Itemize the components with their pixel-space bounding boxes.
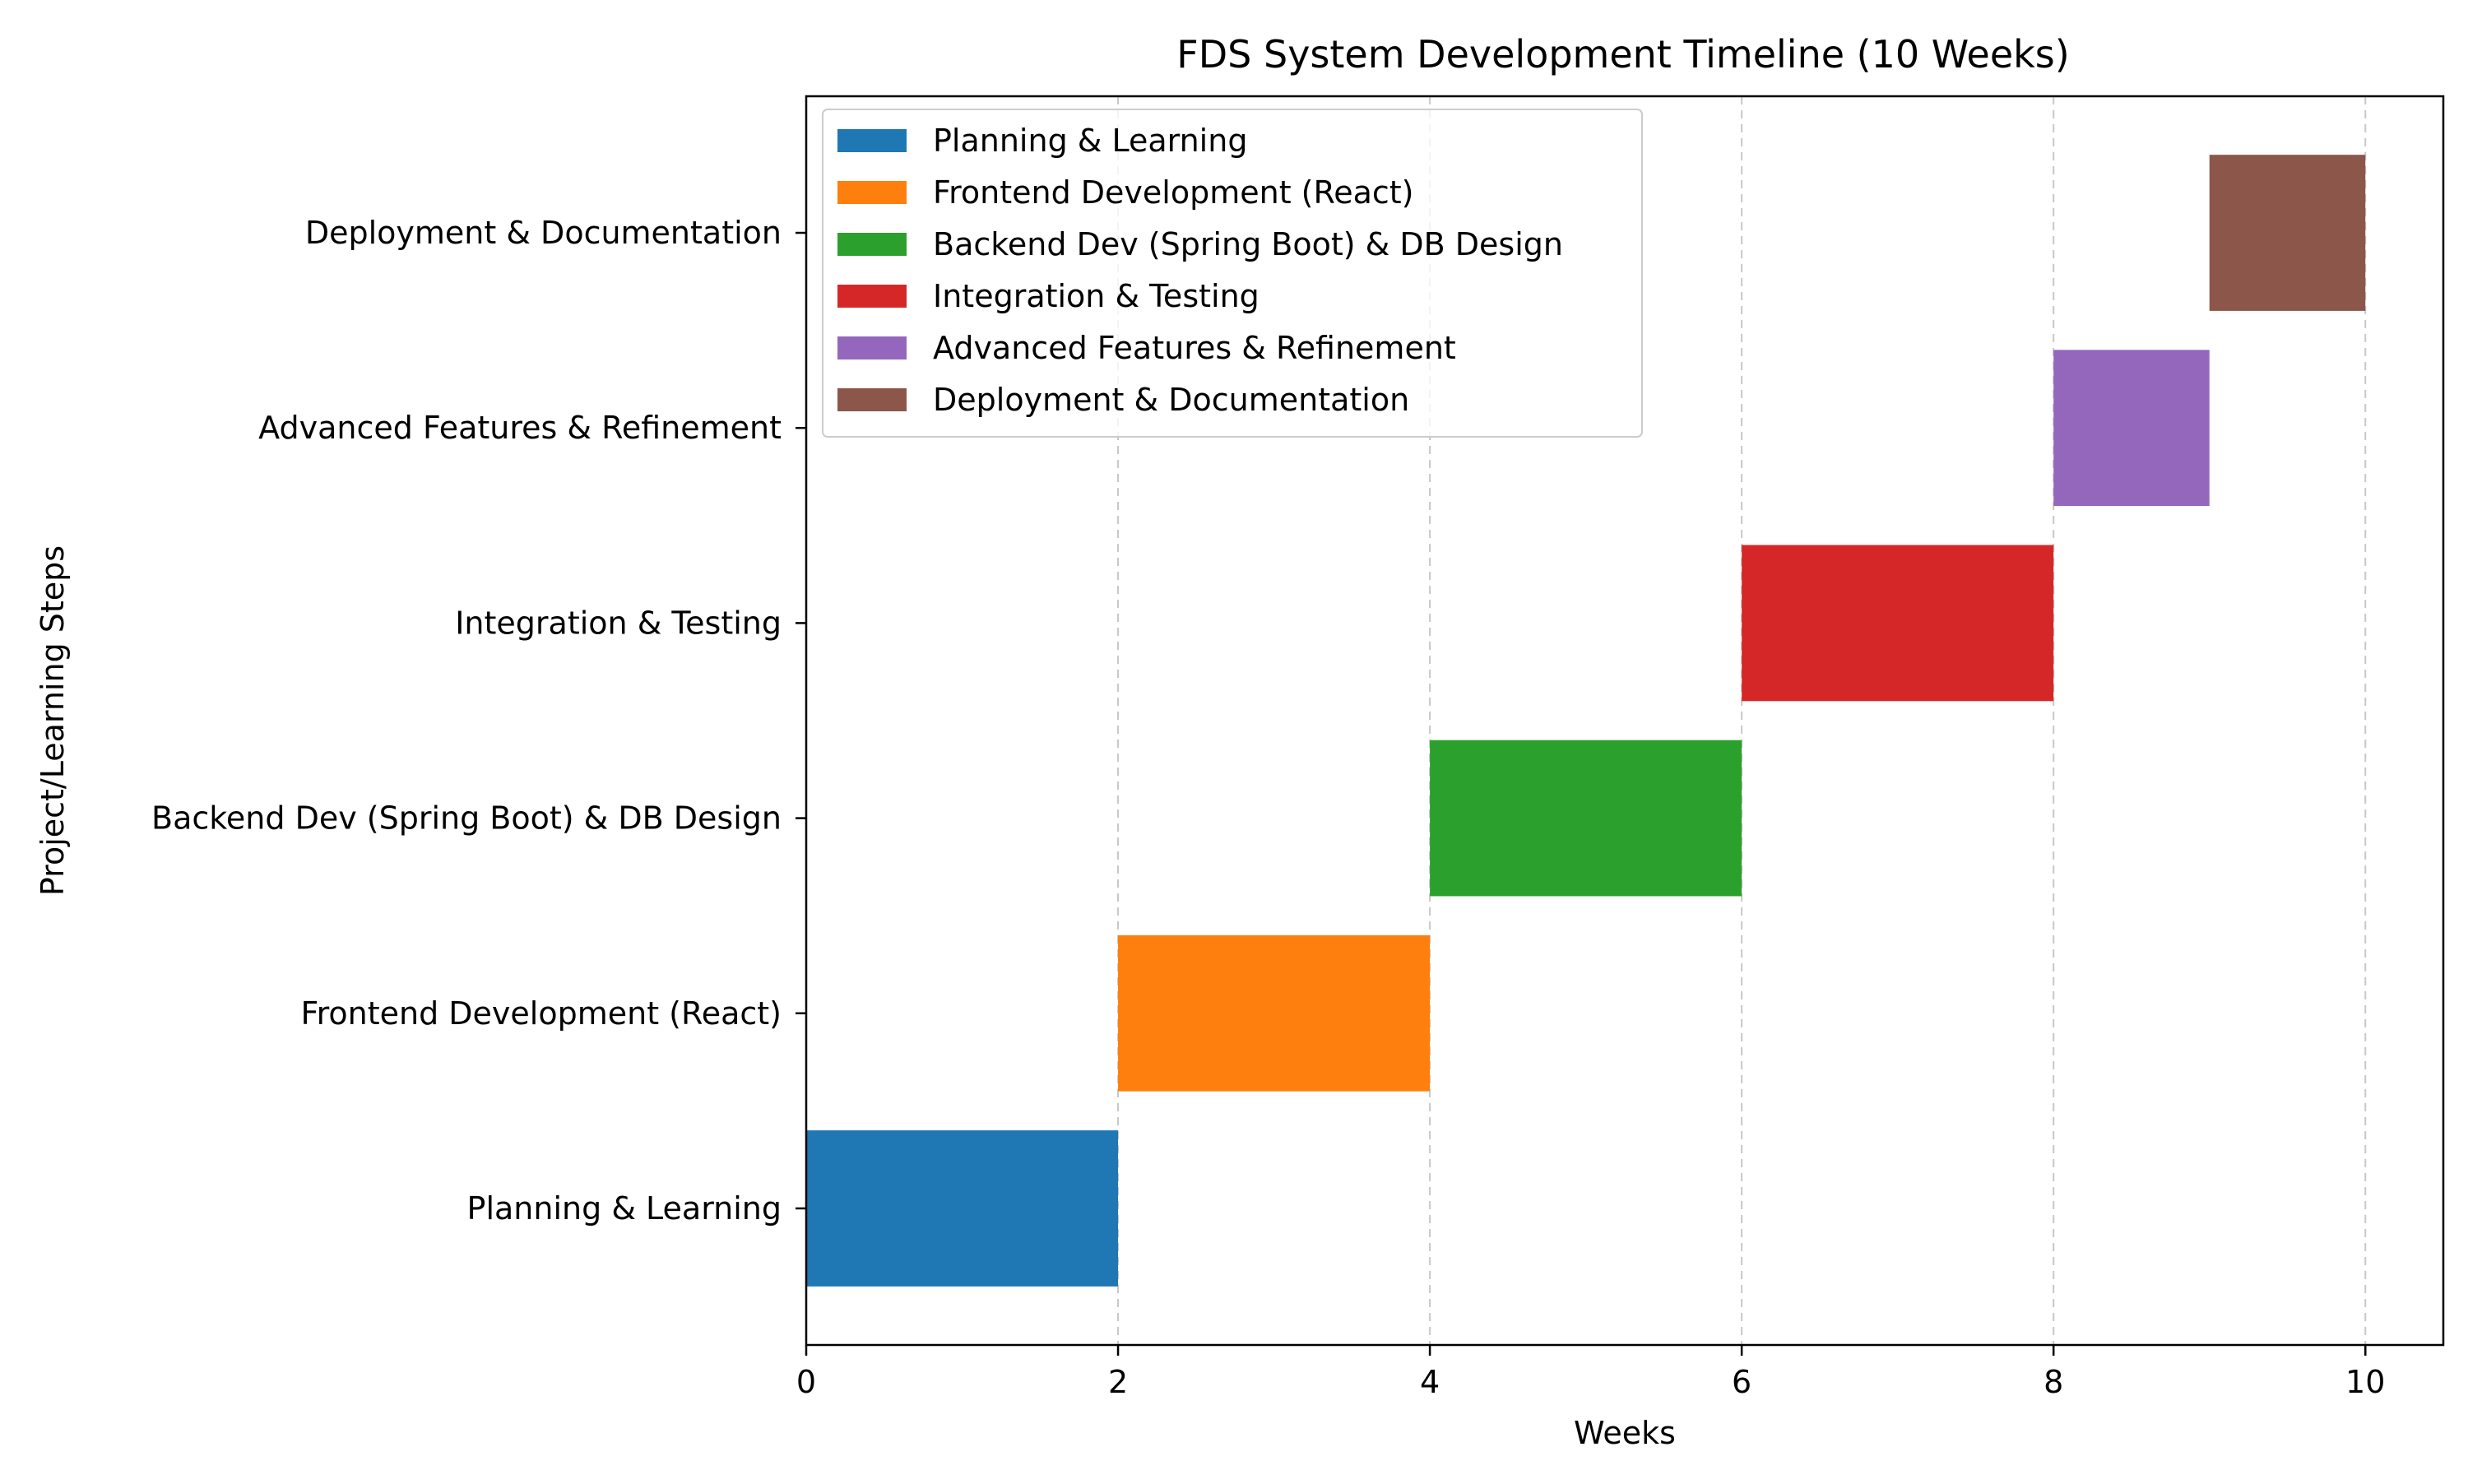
y-tick-label: Advanced Features & Refinement: [258, 410, 782, 446]
legend-swatch: [837, 285, 907, 308]
gantt-bar: [1430, 740, 1742, 897]
legend-swatch: [837, 388, 907, 411]
y-tick-label: Planning & Learning: [467, 1190, 782, 1227]
legend-swatch: [837, 336, 907, 359]
legend-label: Integration & Testing: [933, 278, 1260, 314]
x-tick-label: 10: [2345, 1364, 2385, 1400]
legend-label: Backend Dev (Spring Boot) & DB Design: [933, 226, 1563, 262]
x-axis-ticks: 0 2 4 6 8 10: [796, 1345, 2385, 1400]
legend-label: Deployment & Documentation: [933, 382, 1409, 418]
x-tick-label: 4: [1420, 1364, 1440, 1400]
x-tick-label: 8: [2044, 1364, 2063, 1400]
y-tick-label: Integration & Testing: [455, 605, 782, 641]
legend-label: Advanced Features & Refinement: [933, 330, 1456, 366]
legend-label: Planning & Learning: [933, 123, 1247, 159]
gantt-bar: [1742, 545, 2054, 702]
y-tick-label: Frontend Development (React): [301, 995, 782, 1032]
legend-swatch: [837, 129, 907, 152]
gantt-bar: [2209, 155, 2366, 311]
y-tick-label: Deployment & Documentation: [305, 215, 782, 251]
x-tick-label: 2: [1108, 1364, 1128, 1400]
y-axis-ticks: Planning & Learning Frontend Development …: [151, 215, 806, 1227]
y-axis-label: Project/Learning Steps: [35, 545, 71, 896]
x-tick-label: 0: [796, 1364, 816, 1400]
legend-label: Frontend Development (React): [933, 174, 1413, 211]
legend-swatch: [837, 181, 907, 204]
gantt-bar: [2053, 350, 2210, 507]
y-tick-label: Backend Dev (Spring Boot) & DB Design: [151, 800, 782, 837]
x-axis-label: Weeks: [1574, 1415, 1676, 1451]
gantt-bar: [1118, 934, 1431, 1092]
legend-box: [822, 109, 1643, 438]
bars: [806, 155, 2366, 1287]
plot-frame: [805, 95, 2445, 1347]
legend: Planning & Learning Frontend Development …: [822, 109, 1643, 438]
chart-title: FDS System Development Timeline (10 Week…: [1176, 32, 2069, 77]
legend-swatch: [837, 233, 907, 256]
gantt-bar: [806, 1130, 1119, 1287]
x-tick-label: 6: [1732, 1364, 1751, 1400]
